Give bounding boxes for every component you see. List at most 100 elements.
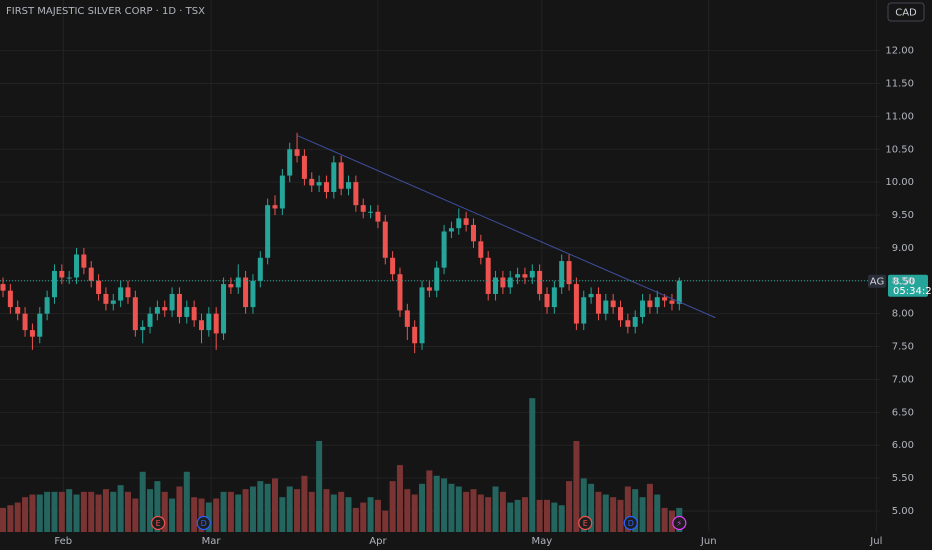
event-label: D [201,519,207,528]
currency-label[interactable]: CAD [895,8,917,19]
y-tick-label: 5.00 [892,506,914,517]
candle-body [404,310,410,327]
y-tick-label: 5.50 [892,473,914,484]
candle-body [676,280,682,304]
candle-body [581,297,587,324]
candle-body [88,267,94,281]
volume-bar [272,478,279,532]
event-marker [151,515,166,531]
volume-bar [227,491,234,532]
volume-bar [124,491,131,532]
volume-bar [573,440,580,532]
candle-body [265,205,271,258]
candle-body [66,277,72,279]
candle-body [51,270,57,298]
candle-body [353,182,359,206]
candle-body [610,300,616,308]
candle-body [257,257,263,281]
volume-bar [411,494,418,532]
volume-bar [617,499,624,532]
candle-body [206,313,212,331]
volume-bar [88,491,95,532]
candle-body [573,284,579,324]
volume-bar [301,475,308,532]
candle-body [426,287,432,291]
volume-bar [404,489,411,532]
candle-body [221,284,227,334]
volume-bar [632,489,639,532]
volume-bar [595,491,602,532]
volume-bar [58,491,65,532]
volume-bar [176,486,183,532]
volume-bar [22,497,29,532]
candle-body [294,149,300,156]
candle-body [595,293,601,314]
candle-body [368,211,374,213]
volume-bar [433,475,440,532]
volume-bar [29,494,36,532]
volume-bar [610,497,617,532]
x-tick-label: Jul [869,536,882,547]
volume-bar [374,499,381,532]
volume-bar [110,491,117,532]
candle-body [184,307,190,317]
event-label: E [156,519,161,528]
x-tick-label: Mar [202,536,222,547]
candle-body [125,287,131,298]
volume-bar [668,510,675,532]
candle-body [103,293,109,304]
y-tick-label: 9.00 [892,243,914,254]
y-tick-label: 11.50 [885,79,914,90]
volume-bar [154,481,161,532]
candle-body [140,326,146,331]
volume-bar [499,491,506,532]
volume-bar [463,491,470,532]
volume-bar [308,491,315,532]
y-tick-label: 10.50 [885,144,914,155]
candle-body [0,284,6,291]
candle-body [647,300,653,308]
candle-body [654,297,660,308]
candle-body [559,261,565,288]
candle-body [191,307,197,321]
candle-body [287,149,293,176]
volume-bar [205,502,212,532]
candle-body [250,280,256,308]
candle-body [537,270,543,294]
candle-body [132,297,138,331]
y-tick-label: 7.50 [892,342,914,353]
candle-body [213,313,219,334]
volume-bar [470,489,477,532]
volume-bar [338,491,345,532]
volume-bar [580,478,587,532]
candle-body [529,270,535,278]
candle-body [448,228,454,232]
volume-bar [360,502,367,532]
candle-body [603,300,609,314]
candle-body [485,257,491,294]
candle-body [588,293,594,298]
volume-bar [396,465,403,532]
y-tick-label: 9.50 [892,210,914,221]
candle-body [198,320,204,331]
candle-body [96,280,102,294]
candle-body [74,254,80,278]
volume-bar [455,486,462,532]
chart-title: FIRST MAJESTIC SILVER CORP · 1D · TSX [6,6,205,17]
candle-body [169,293,175,311]
volume-bar [7,505,14,532]
volume-bar [661,507,668,532]
volume-bar [448,483,455,532]
volume-bar [419,483,426,532]
symbol-label: AG [870,276,884,287]
volume-bar [36,494,43,532]
candle-body [669,300,675,304]
candle-body [29,330,35,337]
volume-bar [117,485,124,532]
volume-bar [382,510,389,532]
volume-bar [330,494,337,532]
candle-body [551,287,557,308]
currency-button[interactable] [887,2,925,22]
volume-bar [654,494,661,532]
volume-bar [426,470,433,532]
